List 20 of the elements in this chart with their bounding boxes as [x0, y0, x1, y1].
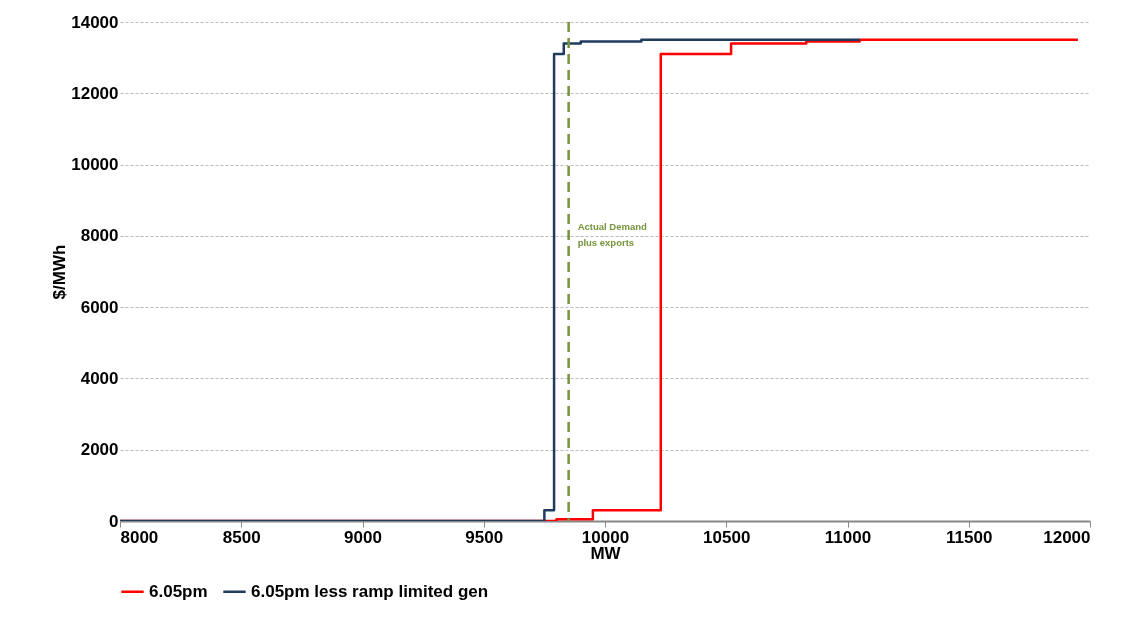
y-tick-label: 6000 — [80, 297, 119, 317]
x-tick-label: 8500 — [222, 527, 261, 547]
x-tick-label: 12000 — [1043, 527, 1091, 547]
y-tick-label: 12000 — [71, 83, 119, 103]
y-axis-title: $/MWh — [50, 244, 70, 300]
x-tick-label: 8000 — [120, 527, 159, 547]
y-tick-label: 4000 — [80, 368, 119, 388]
x-tick-label: 9500 — [465, 527, 504, 547]
x-tick-label: 11500 — [946, 527, 993, 547]
x-tick-label: 10500 — [703, 527, 751, 547]
y-tick-label: 0 — [109, 511, 119, 531]
y-tick-label: 8000 — [80, 226, 119, 246]
y-tick-label: 2000 — [80, 440, 119, 460]
y-tick-label: 14000 — [71, 12, 119, 32]
x-tick-label: 9000 — [344, 527, 382, 547]
y-tick-label: 10000 — [71, 155, 119, 175]
legend-label: 6.05pm — [149, 581, 208, 601]
legend-label: 6.05pm less ramp limited gen — [251, 581, 489, 601]
ref-line-label: Actual Demand plus exports — [577, 221, 647, 248]
x-tick-label: 11000 — [824, 527, 872, 547]
